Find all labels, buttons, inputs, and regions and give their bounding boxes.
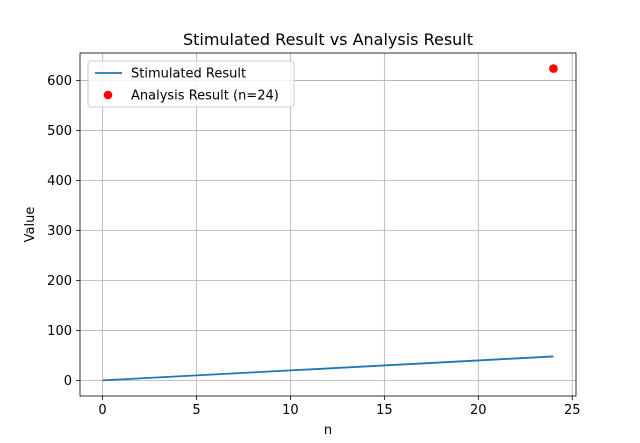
legend-box <box>87 60 295 108</box>
y-tick-label: 100 <box>47 324 72 339</box>
x-tick-label: 15 <box>376 403 393 418</box>
series-line-stimulated-result <box>102 355 554 382</box>
y-tick-label: 600 <box>47 74 72 89</box>
x-tick-label: 0 <box>98 403 106 418</box>
y-tick-label: 0 <box>64 374 72 389</box>
x-tick-label: 10 <box>282 403 299 418</box>
ticks: 0 5 10 15 20 25 0 100 200 300 400 500 600 <box>47 74 580 418</box>
legend-entry-label: Analysis Result (n=24) <box>131 89 279 104</box>
chart-title: Stimulated Result vs Analysis Result <box>183 30 473 49</box>
legend: Stimulated Result Analysis Result (n=24) <box>87 60 295 108</box>
y-tick-label: 500 <box>47 124 72 139</box>
y-tick-label: 400 <box>47 174 72 189</box>
grid <box>80 53 576 396</box>
x-tick-label: 5 <box>192 403 200 418</box>
legend-marker-swatch <box>103 90 113 100</box>
y-tick-label: 300 <box>47 224 72 239</box>
plot-frame <box>79 52 577 397</box>
x-axis-label: n <box>324 423 332 438</box>
scatter-point-analysis-result <box>549 64 558 73</box>
series-layer <box>102 64 558 382</box>
legend-entry-label: Stimulated Result <box>131 67 246 82</box>
x-tick-label: 25 <box>564 403 581 418</box>
y-axis-label: Value <box>23 207 38 243</box>
x-tick-label: 20 <box>470 403 487 418</box>
y-tick-label: 200 <box>47 274 72 289</box>
